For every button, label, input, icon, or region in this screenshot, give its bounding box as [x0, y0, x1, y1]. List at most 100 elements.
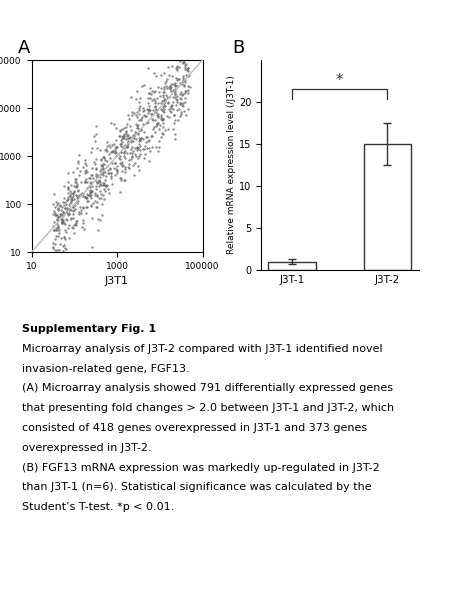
Point	[149, 115, 156, 124]
Point	[95, 175, 103, 185]
Point	[176, 100, 184, 109]
Point	[86, 190, 93, 199]
Point	[154, 109, 162, 119]
Point	[123, 134, 130, 143]
Point	[122, 162, 129, 172]
Point	[120, 148, 127, 157]
Point	[166, 71, 173, 80]
Point	[178, 77, 185, 86]
Text: overexpressed in J3T-2.: overexpressed in J3T-2.	[22, 443, 152, 453]
Point	[148, 131, 155, 140]
Point	[94, 190, 101, 200]
Point	[130, 132, 137, 142]
Point	[98, 155, 105, 165]
Point	[152, 71, 159, 81]
Point	[160, 106, 167, 115]
Text: Student’s T-test. *p < 0.01.: Student’s T-test. *p < 0.01.	[22, 502, 175, 512]
Point	[84, 189, 91, 199]
Point	[158, 105, 166, 115]
Point	[86, 188, 93, 197]
Point	[92, 136, 99, 146]
Point	[139, 103, 146, 113]
Point	[120, 130, 127, 139]
Point	[99, 169, 107, 178]
Point	[181, 60, 189, 70]
Text: that presenting fold changes > 2.0 between J3T-1 and J3T-2, which: that presenting fold changes > 2.0 betwe…	[22, 403, 395, 413]
Point	[72, 174, 79, 184]
Point	[60, 217, 67, 226]
Point	[66, 205, 73, 214]
Point	[182, 77, 189, 86]
Point	[77, 190, 85, 199]
Point	[99, 210, 106, 220]
Point	[64, 211, 72, 220]
Point	[137, 145, 144, 154]
Point	[116, 139, 123, 149]
Point	[93, 163, 100, 173]
Point	[153, 119, 160, 129]
Point	[116, 131, 123, 141]
Point	[133, 143, 140, 152]
Point	[68, 188, 75, 198]
Point	[151, 103, 158, 112]
Point	[61, 240, 68, 250]
Point	[129, 148, 136, 158]
Point	[68, 193, 76, 203]
Point	[171, 80, 178, 89]
Point	[101, 184, 108, 194]
Point	[100, 153, 108, 163]
Point	[185, 50, 193, 60]
Point	[109, 147, 116, 157]
Point	[65, 184, 72, 193]
Point	[159, 92, 166, 102]
Point	[55, 222, 62, 232]
Point	[97, 173, 104, 182]
Point	[111, 144, 118, 154]
Point	[50, 251, 58, 260]
Point	[155, 125, 162, 134]
Point	[184, 82, 192, 91]
Point	[108, 168, 115, 178]
Point	[184, 104, 191, 113]
Point	[68, 214, 75, 223]
Point	[54, 232, 61, 241]
Point	[145, 104, 153, 114]
Point	[125, 133, 132, 143]
Point	[50, 225, 57, 235]
Point	[151, 96, 158, 106]
Point	[130, 133, 138, 143]
Point	[122, 140, 129, 149]
Point	[167, 82, 175, 92]
Point	[169, 71, 176, 81]
Point	[180, 89, 187, 99]
Point	[184, 52, 191, 61]
Point	[60, 241, 67, 251]
Point	[112, 135, 119, 145]
Point	[153, 106, 160, 115]
Point	[74, 216, 81, 226]
Point	[184, 64, 191, 73]
Point	[152, 121, 159, 130]
Point	[76, 166, 84, 175]
Point	[64, 192, 72, 202]
Point	[94, 197, 101, 207]
Point	[161, 104, 168, 114]
Bar	[364, 144, 411, 270]
Point	[158, 83, 165, 93]
Point	[145, 88, 152, 97]
Point	[163, 83, 171, 93]
Point	[138, 133, 145, 143]
Point	[161, 82, 168, 92]
Point	[82, 166, 90, 175]
Point	[179, 74, 186, 83]
Point	[106, 153, 113, 163]
Point	[136, 136, 144, 145]
Point	[162, 94, 169, 103]
Point	[153, 118, 161, 128]
Point	[159, 87, 166, 97]
Point	[143, 137, 150, 146]
Point	[75, 209, 82, 219]
Point	[137, 133, 144, 143]
Point	[98, 169, 105, 179]
Point	[141, 145, 148, 154]
